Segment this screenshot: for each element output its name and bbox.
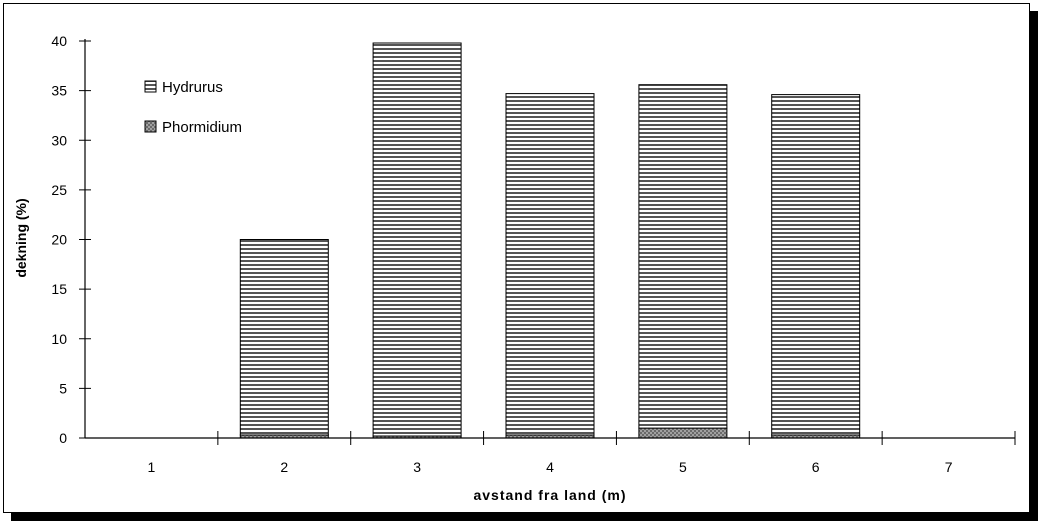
x-tick-labels: 1 2 3 4 5 6 7	[148, 431, 1016, 475]
bar-phormidium-5	[638, 427, 728, 439]
y-tick-label: 30	[51, 132, 67, 148]
legend: Hydrurus Phormidium	[144, 79, 242, 136]
x-tick-label: 1	[148, 459, 156, 475]
legend-swatch-phormidium	[144, 120, 157, 133]
y-tick-label: 25	[51, 182, 67, 198]
y-tick-label: 35	[51, 83, 67, 99]
x-tick-label: 2	[280, 459, 288, 475]
x-axis-title: avstand fra land (m)	[473, 487, 626, 503]
legend-swatch-hydrurus	[144, 80, 157, 93]
legend-label-hydrurus: Hydrurus	[162, 79, 223, 96]
bar-hydrurus-2	[239, 239, 329, 436]
bar-hydrurus-5	[638, 84, 728, 429]
y-tick-label: 0	[59, 430, 67, 446]
x-tick-label: 4	[546, 459, 554, 475]
y-tick-label: 20	[51, 232, 67, 248]
y-tick-label: 15	[51, 281, 67, 297]
bar-hydrurus-6	[771, 94, 861, 436]
axes-group	[84, 39, 1015, 439]
y-tick-label: 5	[59, 380, 67, 396]
x-tick-label: 3	[413, 459, 421, 475]
x-tick-label: 5	[679, 459, 687, 475]
x-tick-label: 6	[812, 459, 820, 475]
y-axis-title: dekning (%)	[13, 198, 29, 277]
bar-hydrurus-3	[372, 42, 462, 437]
y-tick-label: 40	[51, 33, 67, 49]
y-tick-label: 10	[51, 331, 67, 347]
bars-group	[239, 42, 861, 439]
legend-label-phormidium: Phormidium	[162, 119, 242, 136]
y-tick-labels: 0 5 10 15 20 25 30 35 40	[51, 33, 91, 446]
x-tick-label: 7	[945, 459, 953, 475]
bar-hydrurus-4	[505, 93, 595, 436]
